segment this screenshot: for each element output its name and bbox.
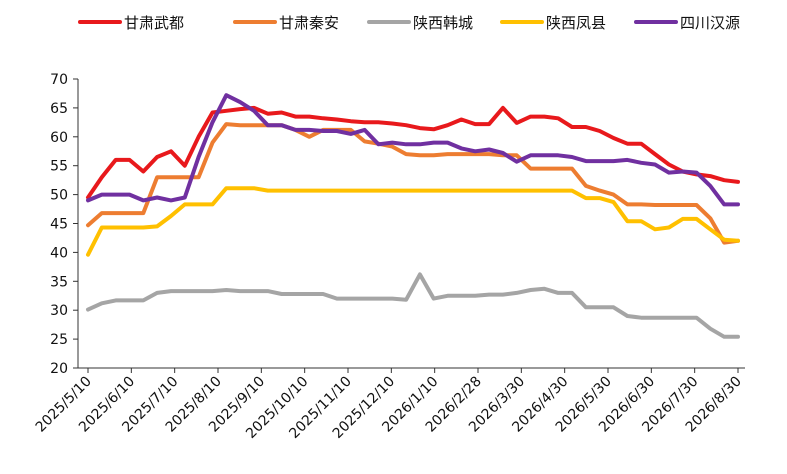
y-tick-label: 60 xyxy=(50,130,68,146)
y-tick-label: 55 xyxy=(50,159,68,175)
y-tick-label: 25 xyxy=(50,332,68,348)
legend-label: 四川汉源 xyxy=(680,14,740,32)
y-tick-label: 50 xyxy=(50,188,68,204)
legend-label: 陕西韩城 xyxy=(413,14,473,32)
legend: 甘肃武都 甘肃秦安 陕西韩城 陕西凤县 四川汉源 xyxy=(78,14,740,32)
y-tick-label: 20 xyxy=(50,361,68,377)
y-tick-label: 45 xyxy=(50,217,68,233)
series-line-1 xyxy=(86,105,740,200)
series-line-5 xyxy=(86,93,740,207)
y-tick-label: 30 xyxy=(50,303,68,319)
legend-label: 陕西凤县 xyxy=(546,14,606,32)
legend-label: 甘肃秦安 xyxy=(279,14,339,32)
series-line-2 xyxy=(86,122,740,245)
y-tick-label: 70 xyxy=(50,72,68,88)
series-group xyxy=(86,93,740,339)
x-axis: 2025/5/102025/6/102025/7/102025/8/102025… xyxy=(33,367,745,442)
series-line-3 xyxy=(86,272,740,339)
legend-label: 甘肃武都 xyxy=(124,14,184,32)
y-tick-label: 40 xyxy=(50,245,68,261)
y-tick-label: 35 xyxy=(50,274,68,290)
series-line-4 xyxy=(86,186,740,257)
y-axis: 20 25 30 35 40 45 50 55 60 65 70 xyxy=(50,72,79,377)
y-tick-label: 65 xyxy=(50,101,68,117)
